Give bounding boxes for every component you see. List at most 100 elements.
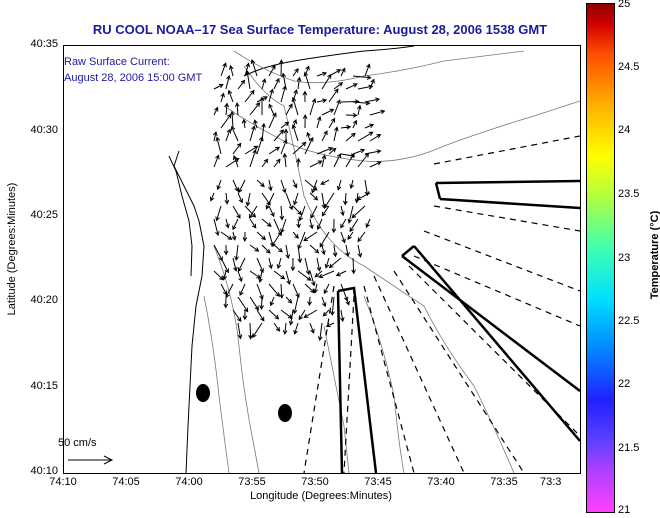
current-vector-icon <box>268 146 281 155</box>
current-vector-icon <box>340 218 347 229</box>
current-vector-icon <box>316 146 334 155</box>
current-vector-icon <box>223 296 229 309</box>
temperature-colorbar <box>586 3 615 513</box>
current-vector-icon <box>352 148 366 155</box>
current-vector-icon <box>328 257 342 269</box>
current-vector-icon <box>249 102 261 116</box>
current-vector-icon <box>309 192 319 201</box>
current-vector-icon <box>244 62 250 77</box>
current-vector-icon <box>292 296 299 315</box>
current-vector-icon <box>369 109 386 116</box>
current-vector-icon <box>249 270 262 279</box>
current-vector-icon <box>256 257 264 274</box>
current-vector-icon <box>303 71 311 90</box>
current-vector-icon <box>293 192 299 206</box>
current-vector-icon <box>314 270 323 278</box>
current-vector-icon <box>291 96 299 116</box>
current-vector-icon <box>248 322 253 340</box>
current-vector-icon <box>216 179 222 191</box>
current-vector-icon <box>232 142 242 155</box>
current-vector-icon <box>256 179 265 188</box>
colorbar-tick: 24.5 <box>618 61 640 73</box>
current-vector-icon <box>280 218 287 234</box>
current-vector-icon <box>323 192 335 209</box>
current-vector-icon <box>349 179 355 190</box>
current-vector-icon <box>333 82 344 90</box>
current-vector-icon <box>333 99 341 116</box>
current-vector-icon <box>259 96 265 115</box>
current-vector-icon <box>237 270 243 283</box>
current-vector-icon <box>237 257 246 273</box>
current-vector-icon <box>209 192 215 202</box>
map-title: RU COOL NOAA–17 Sea Surface Temperature:… <box>92 22 548 37</box>
current-vector-icon <box>340 124 352 130</box>
current-vector-icon <box>332 244 338 258</box>
current-vector-icon <box>285 192 294 211</box>
current-vector-icon <box>258 270 263 284</box>
current-vector-icon <box>297 244 303 264</box>
current-vector-icon <box>229 64 234 77</box>
current-vector-icon <box>230 125 239 142</box>
current-vector-icon <box>273 244 283 253</box>
current-vector-icon <box>311 179 318 194</box>
current-vector-icon <box>238 179 246 194</box>
current-vector-icon <box>364 63 371 77</box>
current-vector-icon <box>302 90 308 103</box>
colorbar-label: Temperature (°C) <box>649 210 660 300</box>
current-vector-icon <box>357 244 363 258</box>
x-tick-label: 73:50 <box>301 476 329 488</box>
current-vector-icon <box>309 322 315 334</box>
current-vector-icon <box>340 205 345 217</box>
current-vector-icon <box>261 218 272 227</box>
current-vector-icon <box>222 270 227 281</box>
current-vector-icon <box>303 309 318 318</box>
current-vector-icon <box>256 231 266 241</box>
current-vector-icon <box>280 179 287 194</box>
current-vector-icon <box>321 154 327 168</box>
current-vector-icon <box>220 283 228 296</box>
current-vector-icon <box>224 192 230 205</box>
map-plot[interactable] <box>63 45 581 474</box>
current-vector-icon <box>365 218 371 229</box>
colorbar-tick: 21 <box>618 504 631 516</box>
current-vector-icon <box>232 205 241 219</box>
current-vector-icon <box>290 257 296 272</box>
current-vector-icon <box>297 270 312 281</box>
current-vector-icon <box>292 231 299 239</box>
current-vector-icon <box>276 257 282 270</box>
current-vector-icon <box>345 112 358 118</box>
current-vector-icon <box>242 231 248 243</box>
current-vector-icon <box>249 149 257 168</box>
current-vector-icon <box>318 270 335 279</box>
current-vector-icon <box>345 244 350 258</box>
x-tick-label: 74:05 <box>112 476 140 488</box>
x-tick-label: 74:00 <box>175 476 203 488</box>
colorbar-tick: 21.5 <box>618 442 640 454</box>
current-vector-icon <box>309 270 316 287</box>
current-vector-icon <box>316 71 328 77</box>
current-vector-icon <box>293 322 299 335</box>
current-vector-icon <box>280 85 287 103</box>
current-vector-icon <box>268 283 280 297</box>
y-tick-label: 40:20 <box>30 294 58 306</box>
current-vector-icon <box>283 128 289 141</box>
current-vector-icon <box>237 322 243 340</box>
current-vector-icon <box>302 114 308 129</box>
current-vector-icon <box>330 296 335 316</box>
current-vector-icon <box>317 322 323 342</box>
current-vector-icon <box>242 309 248 321</box>
current-vector-icon <box>285 244 291 260</box>
current-vector-icon <box>292 179 298 189</box>
current-vector-icon <box>215 205 222 222</box>
current-vector-icon <box>248 205 258 219</box>
buoy-marker <box>196 384 210 402</box>
colorbar-tick: 23.5 <box>618 188 640 200</box>
current-vector-icon <box>321 205 330 217</box>
current-vector-icon <box>369 134 382 142</box>
current-vector-icon <box>321 130 328 142</box>
current-vector-icon <box>220 231 233 240</box>
y-tick-label: 40:35 <box>30 38 58 50</box>
buoy-marker <box>278 404 292 422</box>
current-vector-icon <box>333 126 339 142</box>
current-vector-icon <box>357 231 366 243</box>
